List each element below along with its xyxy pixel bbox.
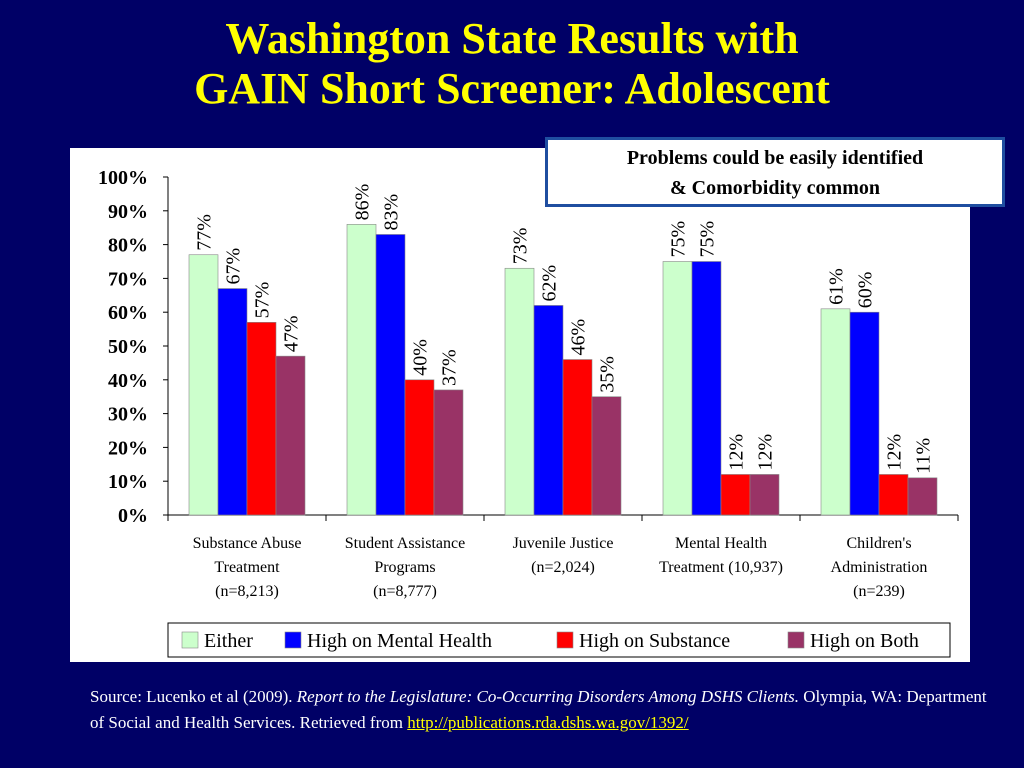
data-label: 12% bbox=[884, 434, 906, 471]
data-label: 35% bbox=[597, 356, 619, 393]
legend-label: High on Mental Health bbox=[307, 630, 492, 652]
slide-title: Washington State Results with GAIN Short… bbox=[0, 14, 1024, 114]
title-line-1: Washington State Results with bbox=[225, 14, 799, 63]
bar bbox=[275, 355, 306, 516]
data-label: 47% bbox=[281, 315, 303, 352]
callout-box: Problems could be easily identified & Co… bbox=[545, 137, 1005, 207]
callout-line-1: Problems could be easily identified bbox=[626, 147, 924, 169]
x-tick-label: Children's bbox=[846, 535, 911, 552]
data-label: 12% bbox=[726, 434, 748, 471]
data-label: 57% bbox=[252, 282, 274, 319]
bar bbox=[346, 224, 377, 516]
y-tick-label: 10% bbox=[108, 471, 148, 493]
y-tick-label: 0% bbox=[118, 505, 148, 527]
y-tick-label: 70% bbox=[108, 268, 148, 290]
data-label: 46% bbox=[568, 319, 590, 356]
x-tick-label: (n=2,024) bbox=[531, 559, 595, 576]
data-label: 75% bbox=[668, 221, 690, 258]
bar bbox=[433, 389, 464, 516]
data-label: 67% bbox=[223, 248, 245, 285]
bar bbox=[246, 322, 277, 516]
x-tick-label: Substance Abuse bbox=[193, 535, 302, 552]
data-label: 62% bbox=[539, 265, 561, 302]
bar bbox=[749, 474, 780, 516]
data-label: 12% bbox=[755, 434, 777, 471]
data-label: 37% bbox=[439, 349, 461, 386]
bar bbox=[907, 477, 938, 516]
data-label: 11% bbox=[913, 438, 935, 474]
bar bbox=[720, 474, 751, 516]
x-tick-label: (n=239) bbox=[853, 583, 905, 600]
bar bbox=[820, 308, 851, 516]
x-tick-label: (n=8,213) bbox=[215, 583, 279, 600]
bar bbox=[404, 379, 435, 516]
y-tick-label: 20% bbox=[108, 437, 148, 459]
x-tick-label: Treatment (10,937) bbox=[659, 559, 783, 576]
legend-label: High on Substance bbox=[579, 630, 730, 652]
y-tick-label: 60% bbox=[108, 302, 148, 324]
bar bbox=[691, 261, 722, 516]
source-publisher: Olympia, WA: Department of Social and He… bbox=[90, 687, 987, 732]
data-label: 86% bbox=[352, 184, 374, 221]
data-label: 61% bbox=[826, 268, 848, 305]
bar bbox=[375, 234, 406, 516]
y-tick-label: 100% bbox=[98, 167, 148, 189]
data-label: 40% bbox=[410, 339, 432, 376]
bar bbox=[533, 305, 564, 516]
data-label: 73% bbox=[510, 228, 532, 265]
y-tick-label: 30% bbox=[108, 404, 148, 426]
data-label: 77% bbox=[194, 214, 216, 251]
x-tick-label: (n=8,777) bbox=[373, 583, 437, 600]
bar bbox=[188, 254, 219, 516]
y-tick-label: 40% bbox=[108, 370, 148, 392]
source-citation: Source: Lucenko et al (2009). Report to … bbox=[90, 684, 990, 736]
legend-swatch bbox=[181, 631, 199, 649]
y-tick-label: 90% bbox=[108, 201, 148, 223]
data-label: 83% bbox=[381, 194, 403, 231]
bar bbox=[878, 474, 909, 516]
y-tick-label: 80% bbox=[108, 235, 148, 257]
x-tick-label: Programs bbox=[374, 559, 435, 576]
legend-swatch bbox=[556, 631, 574, 649]
source-prefix: Source: Lucenko et al (2009). bbox=[90, 687, 297, 706]
bar bbox=[849, 311, 880, 516]
x-tick-label: Student Assistance bbox=[345, 535, 465, 552]
x-tick-label: Mental Health bbox=[675, 535, 767, 552]
title-line-2: GAIN Short Screener: Adolescent bbox=[194, 64, 830, 113]
bar bbox=[591, 396, 622, 516]
y-tick-label: 50% bbox=[108, 336, 148, 358]
x-tick-label: Treatment bbox=[214, 559, 280, 576]
legend-swatch bbox=[284, 631, 302, 649]
bar bbox=[504, 267, 535, 516]
data-label: 75% bbox=[697, 221, 719, 258]
bar bbox=[217, 288, 248, 516]
callout-line-2: & Comorbidity common bbox=[670, 177, 880, 199]
x-tick-label: Juvenile Justice bbox=[513, 535, 614, 552]
source-report-title: Report to the Legislature: Co-Occurring … bbox=[296, 687, 800, 706]
legend-swatch bbox=[787, 631, 805, 649]
legend-label: Either bbox=[204, 630, 253, 652]
x-tick-label: Administration bbox=[831, 559, 928, 576]
legend-label: High on Both bbox=[810, 630, 919, 652]
chart-panel: 0% 10% 20% 30% 40% 50% 60% 70% 80% 90% 100% 77% 67% 5… bbox=[70, 148, 970, 662]
bar-chart: 0% 10% 20% 30% 40% 50% 60% 70% 80% 90% 100% 77% 67% 5… bbox=[98, 167, 959, 658]
data-label: 60% bbox=[855, 272, 877, 309]
source-link[interactable]: http://publications.rda.dshs.wa.gov/1392… bbox=[407, 713, 689, 732]
bar bbox=[562, 359, 593, 516]
bar bbox=[662, 261, 693, 516]
